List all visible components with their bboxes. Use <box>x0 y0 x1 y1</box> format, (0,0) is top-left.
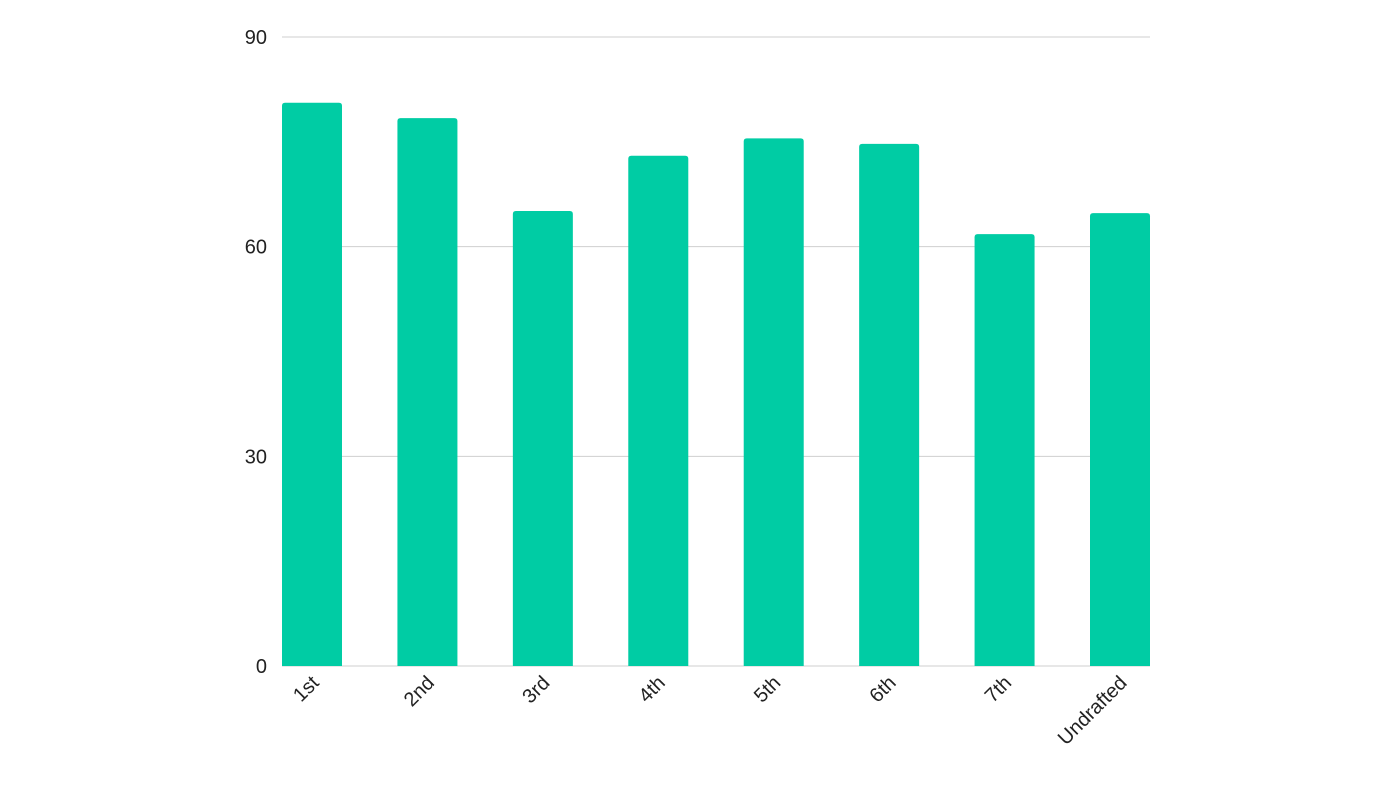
bar <box>974 234 1035 666</box>
x-tick-label: 1st <box>289 672 324 707</box>
y-tick-label: 60 <box>245 237 267 259</box>
x-tick-label: 3rd <box>518 672 554 708</box>
x-tick-label: 5th <box>750 672 785 707</box>
bar <box>512 211 573 667</box>
x-tick-label: 2nd <box>400 672 439 711</box>
bar <box>282 102 342 666</box>
x-tick-label: 6th <box>865 672 900 707</box>
x-tick-label: 4th <box>635 672 670 707</box>
bar <box>743 138 804 667</box>
x-tick-label: 7th <box>981 672 1016 707</box>
bar <box>397 118 458 667</box>
x-tick-label: Undrafted <box>1054 672 1132 750</box>
bar <box>859 143 920 666</box>
y-tick-label: 90 <box>245 27 267 49</box>
bar <box>628 155 689 667</box>
bar <box>1090 213 1150 666</box>
y-tick-label: 30 <box>245 446 267 468</box>
y-tick-label: 0 <box>256 656 267 678</box>
